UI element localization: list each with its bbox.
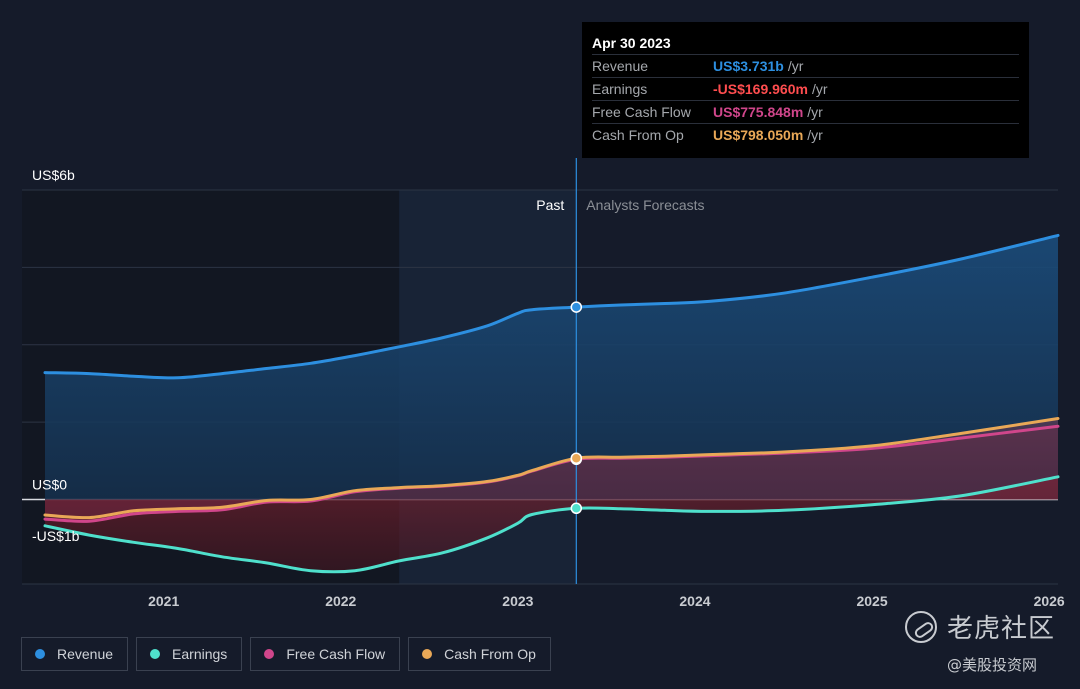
tooltip-value: US$3.731b (713, 58, 784, 74)
tooltip-unit: /yr (811, 81, 828, 97)
cash-from-op-area (45, 418, 1058, 518)
tooltip-label: Cash From Op (592, 127, 684, 143)
x-tick-label: 2022 (325, 593, 356, 609)
watermark-main: 老虎社区 (905, 608, 1055, 645)
legend-dot-icon (264, 649, 275, 659)
series-markers (570, 301, 583, 515)
tooltip-row-cash-from-op: Cash From Op US$798.050m /yr (592, 123, 1019, 146)
tooltip-value: US$775.848m (713, 104, 804, 120)
y-tick-label: -US$1b (32, 528, 80, 544)
tooltip-value: -US$169.960m (713, 81, 808, 97)
y-tick-label: US$0 (32, 477, 67, 493)
y-tick-label: US$6b (32, 167, 75, 183)
watermark-title: 老虎社区 (947, 614, 1056, 644)
tooltip-row-free-cash-flow: Free Cash Flow US$775.848m /yr (592, 100, 1019, 123)
revenue-area (45, 235, 1058, 500)
x-tick-label: 2024 (679, 593, 710, 609)
earnings-line (43, 475, 1060, 574)
x-tick-label: 2021 (148, 593, 179, 609)
tooltip-unit: /yr (807, 104, 823, 120)
data-tooltip: Apr 30 2023 Revenue US$3.731b /yr Earnin… (582, 22, 1029, 158)
legend-label: Free Cash Flow (286, 646, 386, 662)
legend-label: Earnings (172, 646, 228, 662)
x-tick-label: 2025 (856, 593, 887, 609)
legend-dot-icon (35, 649, 45, 659)
tooltip-date: Apr 30 2023 (592, 35, 671, 51)
revenue-line (43, 233, 1060, 380)
series-areas (45, 235, 1058, 572)
legend-label: Revenue (57, 646, 114, 662)
earnings-marker (570, 502, 583, 515)
legend-dot-icon (422, 649, 433, 659)
watermark-subtitle: @美股投资网 (947, 656, 1038, 674)
tiger-logo-icon (905, 610, 937, 643)
chart-legend: Revenue Earnings Free Cash Flow Cash Fro… (21, 637, 551, 671)
y-axis-labels: US$6b US$0 -US$1b (32, 167, 80, 544)
legend-item-revenue[interactable]: Revenue (21, 637, 129, 671)
past-label: Past (536, 197, 564, 213)
legend-label: Cash From Op (444, 646, 536, 662)
tooltip-value: US$798.050m (713, 127, 804, 143)
series-lines (43, 233, 1060, 574)
tooltip-label: Revenue (592, 58, 649, 74)
tooltip-unit: /yr (787, 58, 804, 74)
tooltip-unit: /yr (807, 127, 823, 143)
free-cash-flow-area (45, 426, 1058, 522)
watermark: 老虎社区 @美股投资网 (905, 608, 1065, 678)
legend-item-cash-from-op[interactable]: Cash From Op (408, 637, 551, 671)
x-tick-label: 2026 (1034, 593, 1065, 609)
x-axis-labels: 2021 2022 2023 2024 2025 2026 (148, 593, 1065, 609)
tooltip-label: Earnings (592, 81, 648, 97)
tooltip-row-revenue: Revenue US$3.731b /yr (592, 54, 1019, 77)
legend-item-earnings[interactable]: Earnings (136, 637, 243, 671)
cash-from-op-marker (570, 452, 583, 464)
x-tick-label: 2023 (502, 593, 533, 609)
tooltip-row-earnings: Earnings -US$169.960m /yr (592, 77, 1019, 100)
tooltip-label: Free Cash Flow (592, 104, 691, 120)
cash-from-op-line (43, 417, 1060, 520)
forecast-label: Analysts Forecasts (586, 197, 704, 213)
legend-item-free-cash-flow[interactable]: Free Cash Flow (250, 637, 401, 671)
revenue-marker (570, 301, 583, 313)
legend-dot-icon (150, 649, 161, 659)
